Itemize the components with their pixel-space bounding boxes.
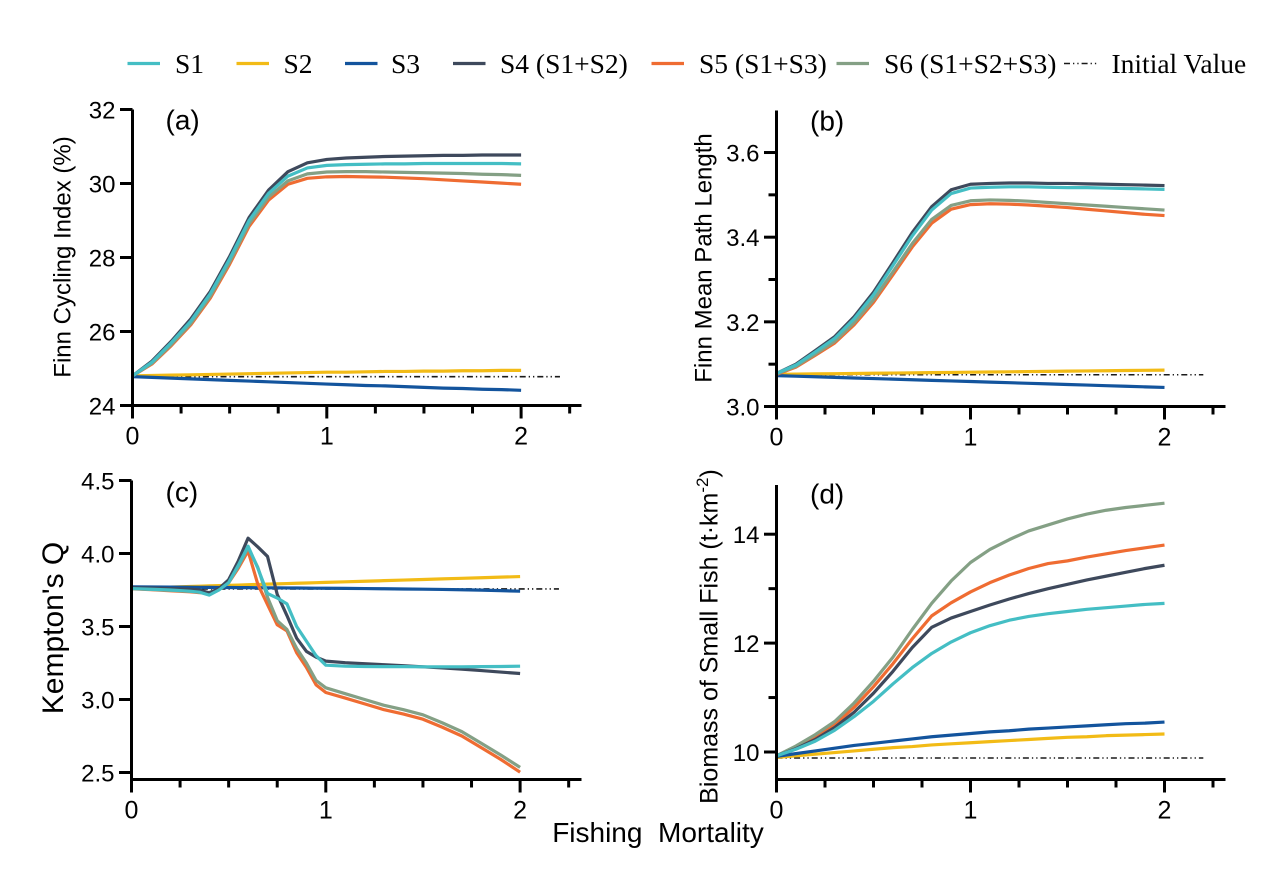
legend-label-5: S5 (S1+S3) <box>699 48 827 79</box>
legend-label-2: S2 <box>284 48 313 79</box>
x-tick-label: 0 <box>770 797 784 825</box>
panel-letter-c: (c) <box>166 477 199 508</box>
panel-a: 0 1 2 24 26 28 30 32 (a) Finn Cycling Index (%) <box>50 98 582 451</box>
y-tick-label: 24 <box>89 394 116 421</box>
series-line-s6 <box>131 170 522 378</box>
y-tick-label: 12 <box>733 631 760 658</box>
x-tick-label: 0 <box>125 797 139 825</box>
y-tick-label: 3.2 <box>726 310 759 337</box>
y-tick-label: 3.0 <box>81 688 114 715</box>
series-line-s6 <box>775 501 1165 758</box>
y-axis-label-c: Kempton's Q <box>37 542 70 714</box>
series-line-s4 <box>131 153 522 378</box>
panel-letter-a: (a) <box>166 105 200 136</box>
x-tick-label: 0 <box>126 423 140 451</box>
series-line-s3 <box>132 375 522 392</box>
series-line-s3 <box>776 374 1165 390</box>
series-line-s1 <box>775 185 1165 375</box>
x-tick-label: 2 <box>514 423 528 451</box>
y-tick-label: 2.5 <box>81 761 114 788</box>
series-line-s1 <box>131 544 521 669</box>
x-tick-label: 1 <box>964 424 978 452</box>
y-tick-label: 26 <box>89 320 116 347</box>
series-line-s4 <box>131 536 521 676</box>
series-line-s5 <box>775 543 1165 758</box>
panel-letter-b: (b) <box>810 106 844 137</box>
y-tick-label: 4.0 <box>81 542 114 569</box>
panel-b: 0 1 2 3.0 3.2 3.4 3.6 (b) Finn Mean Path Length <box>691 106 1226 452</box>
legend-label-4: S4 (S1+S2) <box>500 48 628 79</box>
series-line-s2 <box>776 732 1165 760</box>
x-tick-label: 2 <box>513 797 527 825</box>
legend-label-3: S3 <box>391 48 420 79</box>
series-line-s1 <box>775 601 1165 758</box>
series-line-s2 <box>776 368 1165 376</box>
series-line-s3 <box>776 720 1165 758</box>
x-tick-label: 1 <box>319 797 333 825</box>
y-tick-label: 30 <box>89 172 116 199</box>
series-line-s3 <box>131 585 521 593</box>
panel-letter-d: (d) <box>810 479 844 510</box>
x-tick-label: 1 <box>320 423 334 451</box>
series-line-s5 <box>131 174 522 378</box>
y-tick-label: 10 <box>733 740 760 767</box>
legend: S1 S2 S3 S4 (S1+S2) S5 (S1+S3) S6 (S1+S2+S3) I… <box>127 48 1247 79</box>
series-line-s4 <box>775 563 1165 758</box>
x-tick-label: 0 <box>770 424 784 452</box>
y-axis-label-a: Finn Cycling Index (%) <box>50 136 77 377</box>
legend-label-6: S6 (S1+S2+S3) <box>884 48 1056 79</box>
legend-label-7: Initial Value <box>1112 48 1247 79</box>
y-tick-label: 3.4 <box>726 225 759 252</box>
x-axis-label: Fishing Mortality <box>552 817 764 848</box>
y-tick-label: 4.5 <box>81 469 114 496</box>
y-tick-label: 3.0 <box>726 395 759 422</box>
series-line-s2 <box>132 368 522 378</box>
series-line-s5 <box>775 202 1165 376</box>
series-line-s6 <box>775 198 1165 376</box>
series-line-s1 <box>131 161 522 378</box>
y-axis-label-b: Finn Mean Path Length <box>691 133 718 383</box>
x-tick-label: 2 <box>1158 424 1172 452</box>
panel-c: 0 1 2 2.5 3.0 3.5 4.0 4.5 (c) Kempton's Q <box>37 469 582 825</box>
y-tick-label: 28 <box>89 246 116 273</box>
y-tick-label: 3.6 <box>726 141 759 168</box>
y-tick-label: 14 <box>733 522 760 549</box>
x-tick-label: 1 <box>964 797 978 825</box>
y-tick-label: 3.5 <box>81 615 114 642</box>
y-axis-label-d: Biomass of Small Fish (t·km-2) <box>693 469 724 804</box>
x-tick-label: 2 <box>1158 797 1172 825</box>
y-tick-label: 32 <box>89 98 116 125</box>
legend-label-1: S1 <box>175 48 204 79</box>
